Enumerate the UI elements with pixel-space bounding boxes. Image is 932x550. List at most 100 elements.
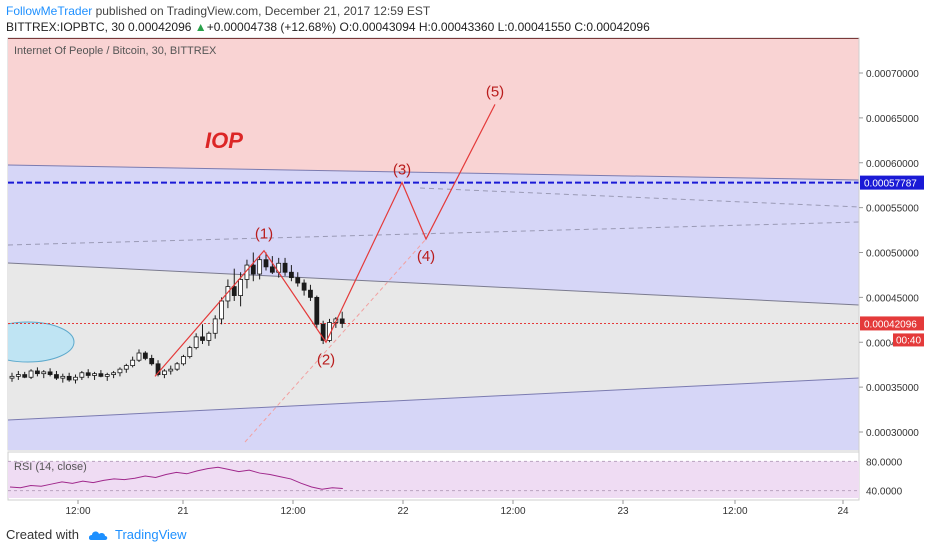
- price-tick-label: 0.00070000: [866, 69, 919, 80]
- time-tick-label: 12:00: [500, 506, 525, 517]
- dashed-trend-line: [419, 187, 859, 208]
- wave-label: (4): [417, 248, 435, 265]
- time-tick-label: 22: [397, 506, 409, 517]
- candle-body: [85, 372, 91, 376]
- candle-body: [130, 359, 136, 366]
- candle-body: [308, 289, 313, 298]
- candle-body: [193, 336, 199, 349]
- channel-mid-line: [8, 262, 859, 306]
- channel-upper-line: [8, 164, 859, 181]
- candle-body: [168, 368, 174, 372]
- candle-body: [263, 259, 269, 268]
- rsi-tick-label: 80.0000: [866, 457, 903, 468]
- left-ellipse: [8, 321, 75, 363]
- rsi-tick-label: 40.0000: [866, 487, 903, 498]
- ohlc-values: O:0.00043094 H:0.00043360 L:0.00041550 C…: [339, 20, 650, 34]
- change-value: +0.00004738 (+12.68%): [206, 20, 337, 34]
- price-tick-label: 0.00035000: [866, 383, 919, 394]
- published-text: published on TradingView.com, December 2…: [92, 4, 431, 18]
- price-tick-label: 0.00045000: [866, 293, 919, 304]
- candle-body: [288, 271, 294, 279]
- blue-channel-zone: [8, 165, 859, 305]
- dashed-resistance-line: [8, 221, 859, 246]
- time-axis[interactable]: 12:00 21 12:00 22 12:00 23 12:00 24: [65, 500, 849, 517]
- candle-body: [79, 372, 85, 378]
- candle-body: [60, 375, 66, 379]
- candle-body: [295, 277, 301, 284]
- candle-body: [269, 266, 275, 273]
- rsi-title: RSI (14, close): [14, 461, 87, 473]
- candle-body: [123, 365, 129, 370]
- candle-body: [282, 262, 288, 273]
- author-link[interactable]: FollowMeTrader: [6, 4, 93, 18]
- price-badge: [860, 316, 924, 331]
- wave-label: (2): [317, 351, 335, 368]
- level-badge-label: 0.00057787: [864, 179, 917, 190]
- candle-body: [136, 352, 142, 361]
- rsi-line: [9, 466, 343, 490]
- candle-body: [212, 318, 218, 334]
- symbol-info: BITTREX:IOPBTC, 30 0.00042096 ▲+0.000047…: [6, 20, 650, 34]
- candle-body: [117, 368, 123, 374]
- candle-body: [22, 374, 28, 378]
- wave-path-line: [154, 104, 496, 377]
- wave-label: (3): [393, 161, 411, 178]
- created-with-text: Created with: [6, 527, 79, 542]
- time-tick-label: 12:00: [280, 506, 305, 517]
- candle-body: [15, 374, 21, 377]
- price-axis[interactable]: 0.00070000 0.00065000 0.00060000 0.00055000…: [859, 69, 919, 439]
- price-tick-label: 0.00060000: [866, 159, 919, 170]
- candle-body: [73, 376, 78, 381]
- pane-title: Internet Of People / Bitcoin, 30, BITTRE…: [14, 45, 217, 57]
- price-tick-label: 0.00065000: [866, 114, 919, 125]
- zones: [8, 38, 859, 450]
- time-tick-label: 23: [617, 506, 629, 517]
- wave-projection-layer: (1) (2) (3) (4) (5): [154, 83, 504, 443]
- candle-body: [149, 358, 155, 365]
- candle-body: [111, 372, 116, 375]
- time-tick-label: 24: [837, 506, 849, 517]
- level-badge: [860, 175, 924, 190]
- countdown-label: 00:40: [896, 335, 921, 346]
- tradingview-link[interactable]: TradingView: [114, 527, 187, 542]
- symbol-label: BITTREX:IOPBTC, 30: [6, 20, 125, 34]
- candle-body: [35, 370, 40, 375]
- channel-lower-line: [8, 377, 859, 421]
- candle-body: [142, 352, 148, 359]
- candle-body: [28, 370, 34, 378]
- price-badge-label: 0.00042096: [864, 319, 917, 330]
- candle-body: [66, 375, 72, 381]
- countdown-badge: [893, 333, 924, 347]
- candle-body: [231, 286, 237, 296]
- candle-body: [320, 323, 326, 341]
- candle-body: [301, 282, 307, 291]
- candle-body: [314, 296, 320, 325]
- publish-info: FollowMeTrader published on TradingView.…: [6, 4, 430, 18]
- time-tick-label: 12:00: [65, 506, 90, 517]
- candle-body: [200, 336, 205, 341]
- candle-body: [339, 318, 345, 324]
- candle-body: [161, 370, 167, 375]
- footer: Created with TradingView: [6, 527, 187, 542]
- time-tick-label: 12:00: [722, 506, 747, 517]
- tradingview-cloud-icon: [88, 531, 108, 540]
- levels-layer: 0.00057787 0.00042096 0.0004 00:40: [8, 175, 924, 349]
- candle-body: [181, 356, 186, 365]
- wave-label: (1): [255, 226, 273, 243]
- price-tick-label: 0.00050000: [866, 249, 919, 260]
- current-price: 0.00042096: [128, 20, 192, 34]
- candle-body: [104, 374, 110, 377]
- price-tick-label: 0.00030000: [866, 428, 919, 439]
- symbol-watermark: IOP: [205, 128, 243, 153]
- candle-body: [41, 371, 47, 375]
- candle-body: [206, 332, 212, 341]
- price-tick-label: 0.0004: [866, 338, 897, 349]
- rsi-band: [8, 461, 859, 498]
- candle-body: [9, 375, 15, 379]
- candle-body: [219, 300, 224, 320]
- candle-body: [187, 347, 193, 358]
- candle-body: [257, 259, 263, 275]
- candle-body: [174, 363, 180, 370]
- candle-body: [54, 374, 59, 379]
